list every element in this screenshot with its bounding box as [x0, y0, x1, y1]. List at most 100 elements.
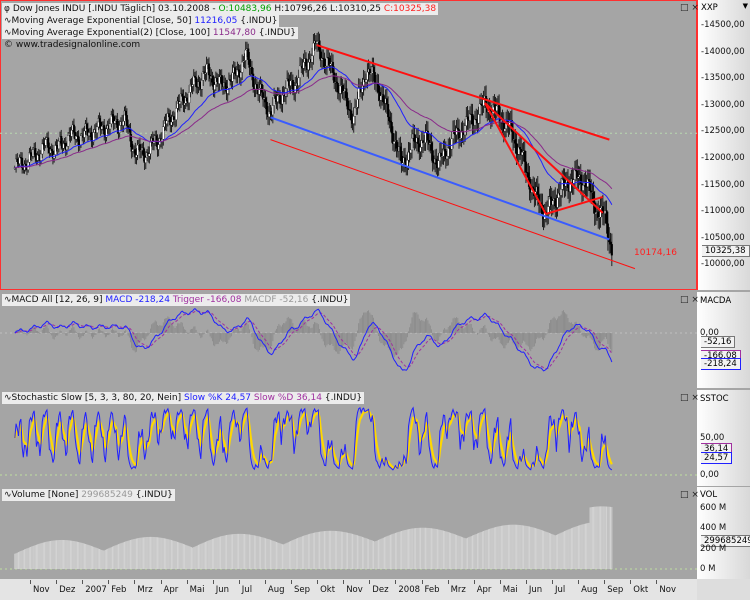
macd-tag: -218,24 — [701, 358, 741, 370]
macd-label: MACD All [12, 26, 9] — [11, 295, 103, 305]
price-tick: -12500,00 — [701, 126, 745, 137]
candle — [447, 147, 450, 157]
vol-tick: 0 M — [700, 564, 716, 574]
candle — [515, 143, 518, 154]
candle — [269, 111, 272, 114]
x-tick-label: Jul — [555, 585, 566, 595]
candle — [211, 75, 214, 83]
open-value: O:10483,96 — [218, 4, 272, 14]
candle — [582, 185, 585, 191]
x-tick-label: Dez — [372, 585, 389, 595]
candle — [424, 132, 427, 143]
candle — [155, 135, 158, 142]
candle — [471, 114, 474, 125]
candle — [229, 79, 232, 81]
candle — [478, 103, 481, 115]
axis-menu-icon[interactable]: ▼ — [742, 2, 748, 10]
close-icon[interactable]: × — [691, 295, 699, 305]
candle — [276, 95, 279, 102]
candle — [335, 81, 338, 84]
macd-axis[interactable]: MACDA 0,00 -52,16 -166,08 -218,24 — [697, 292, 750, 388]
indicator-icon: ∿ — [4, 28, 12, 38]
candle — [185, 97, 188, 102]
candle — [200, 80, 204, 90]
candle — [183, 103, 186, 106]
candle — [431, 150, 434, 163]
candle — [523, 150, 526, 162]
candle — [495, 105, 498, 112]
maximize-icon[interactable]: □ — [680, 393, 689, 403]
close-icon[interactable]: × — [691, 3, 699, 13]
candle — [244, 49, 247, 61]
candle — [65, 146, 69, 150]
candle — [195, 77, 198, 87]
candle — [237, 69, 240, 72]
x-tick-label: Apr — [476, 585, 492, 595]
stochastic-axis[interactable]: SSTOC 50,00 36,14 24,57 0,00 — [697, 390, 750, 486]
candle — [122, 121, 125, 126]
candle — [250, 67, 253, 75]
candle — [207, 63, 211, 76]
close-icon[interactable]: × — [691, 490, 699, 500]
candle — [466, 116, 469, 120]
symbol: {.INDU} — [258, 28, 296, 38]
candle — [79, 135, 83, 146]
vol-tick: 600 M — [700, 503, 727, 513]
price-axis[interactable]: XXP ▼ -14500,00 -14000,00 -13500,00 -13000,… — [697, 0, 750, 290]
maximize-icon[interactable]: □ — [680, 490, 689, 500]
candle — [605, 210, 608, 224]
price-tick: -10500,00 — [701, 232, 745, 243]
close-icon[interactable]: × — [691, 393, 699, 403]
candle — [21, 157, 24, 169]
instrument-title: Dow Jones INDU [.INDU Täglich] 03.10.200… — [12, 4, 216, 14]
candle — [40, 153, 43, 161]
x-tick — [473, 580, 475, 584]
x-tick — [447, 580, 449, 584]
candle — [413, 133, 416, 142]
macd-axis-title: MACDA — [700, 296, 732, 306]
candle — [124, 110, 127, 116]
candle — [503, 128, 506, 132]
x-tick — [343, 580, 345, 584]
candle — [311, 55, 314, 63]
candle — [356, 98, 359, 108]
ema-50-line — [14, 66, 613, 205]
price-tick: -11000,00 — [701, 206, 745, 217]
x-tick — [656, 580, 658, 584]
x-tick-label: Mai — [502, 585, 518, 595]
candle — [379, 95, 382, 101]
candle — [333, 72, 336, 83]
candle — [304, 58, 308, 67]
candle — [31, 149, 35, 157]
x-tick — [369, 580, 371, 584]
candle — [387, 104, 390, 118]
volume-axis[interactable]: VOL 600 M 400 M 299685249 200 M 0 M — [697, 487, 750, 579]
x-tick-label: Nov — [346, 585, 363, 595]
x-tick — [134, 580, 136, 584]
channel-label: 10174,16 — [634, 248, 677, 258]
candle — [98, 118, 101, 123]
candle — [524, 161, 527, 173]
stoch-axis-title: SSTOC — [700, 394, 729, 404]
maximize-icon[interactable]: □ — [680, 295, 689, 305]
candle — [350, 110, 353, 121]
candle — [410, 137, 414, 151]
price-legend: φ Dow Jones INDU [.INDU Täglich] 03.10.2… — [2, 3, 439, 15]
time-axis[interactable] — [0, 579, 697, 600]
candle — [231, 72, 234, 82]
stoch-tick-50: 50,00 — [700, 433, 725, 443]
x-tick — [186, 580, 188, 584]
candle — [103, 125, 106, 135]
x-tick-label: Mrz — [450, 585, 466, 595]
candle — [592, 191, 595, 204]
candle — [297, 77, 300, 86]
indicator-icon: ∿ — [4, 295, 12, 305]
candle — [373, 71, 376, 83]
vol-tick: 400 M — [700, 523, 727, 533]
candle — [178, 101, 181, 105]
candle — [220, 75, 223, 85]
candle — [323, 58, 326, 68]
x-tick — [604, 580, 606, 584]
candle — [85, 123, 88, 130]
maximize-icon[interactable]: □ — [680, 3, 689, 13]
